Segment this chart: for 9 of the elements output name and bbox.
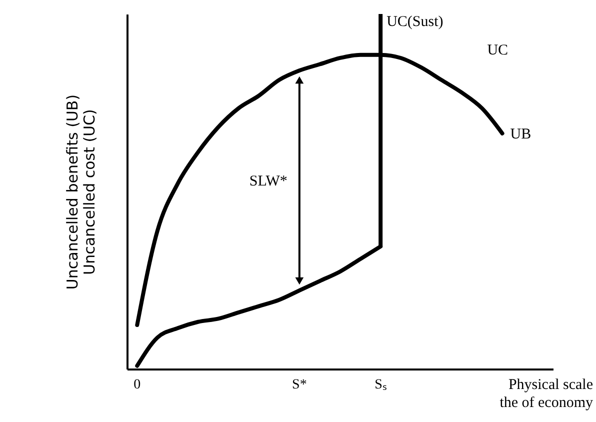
ref-line-label: UC(Sust) [386, 14, 444, 30]
x-tick-label: 0 [134, 378, 141, 392]
x-tick-label: Sₛ [374, 378, 386, 392]
annotation: SLW* [249, 174, 288, 190]
series-label: UB [510, 126, 532, 142]
x-tick-label: S* [292, 378, 307, 392]
y-axis-title: Uncancelled benefits (UB) Uncancelled cost (UC) [64, 94, 98, 290]
annotation: UC [487, 42, 508, 58]
x-axis-title: Physical scale the of economy [500, 377, 594, 411]
